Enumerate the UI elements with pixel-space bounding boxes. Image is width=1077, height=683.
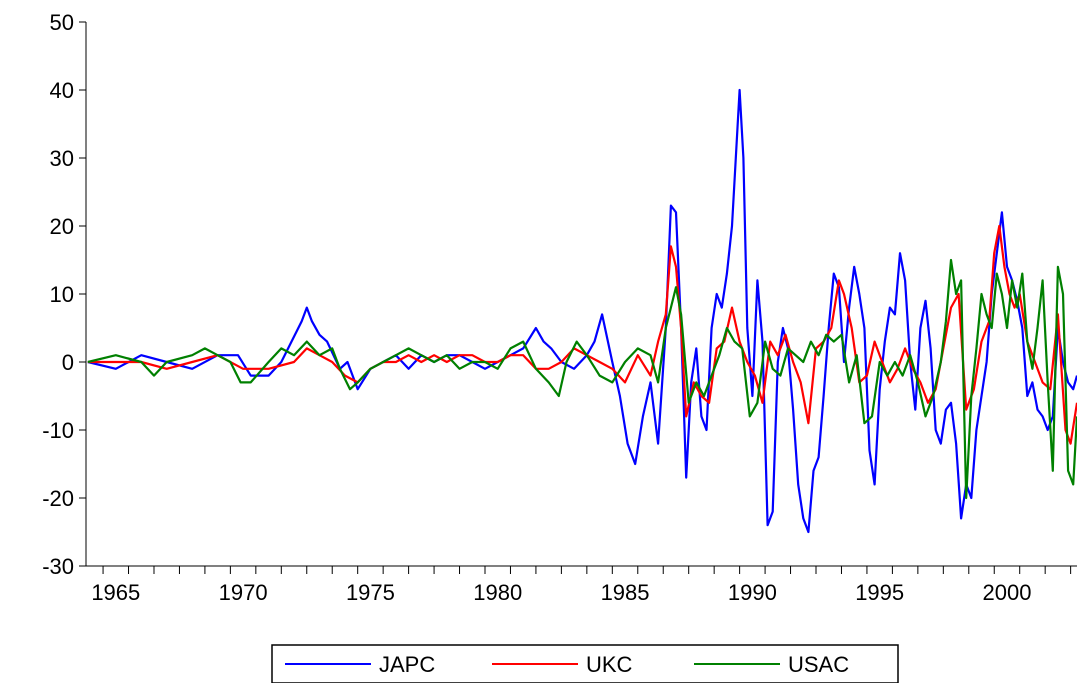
x-tick-label: 1985	[601, 580, 650, 605]
x-axis-ticks: 1965 1970 1975 1980 1985 1990 1995 2000	[91, 566, 1072, 605]
legend-label-ukc: UKC	[586, 652, 633, 677]
legend-label-usac: USAC	[788, 652, 849, 677]
legend-label-japc: JAPC	[379, 652, 435, 677]
y-tick-label: 20	[50, 214, 74, 239]
x-tick-label: 1975	[346, 580, 395, 605]
series-layer	[87, 88, 1077, 534]
series-line-japc	[87, 88, 1077, 534]
y-tick-label: 50	[50, 10, 74, 35]
x-tick-label: 1965	[91, 580, 140, 605]
y-tick-label: 40	[50, 78, 74, 103]
x-tick-label: 2000	[983, 580, 1032, 605]
y-tick-label: 0	[62, 350, 74, 375]
y-tick-label: 30	[50, 146, 74, 171]
x-tick-label: 1970	[219, 580, 268, 605]
x-tick-label: 1990	[728, 580, 777, 605]
series-line-usac	[87, 258, 1077, 500]
x-tick-label: 1995	[855, 580, 904, 605]
y-tick-label: -10	[42, 418, 74, 443]
y-tick-label: 10	[50, 282, 74, 307]
y-tick-label: -30	[42, 554, 74, 579]
x-tick-label: 1980	[473, 580, 522, 605]
legend-box	[271, 644, 899, 683]
legend: JAPC UKC USAC	[271, 644, 899, 683]
y-tick-label: -20	[42, 486, 74, 511]
series-line-ukc	[87, 224, 1077, 445]
y-axis-ticks: -30 -20 -10 0 10 20 30 40 50	[42, 10, 86, 579]
chart-axes	[85, 22, 1077, 567]
